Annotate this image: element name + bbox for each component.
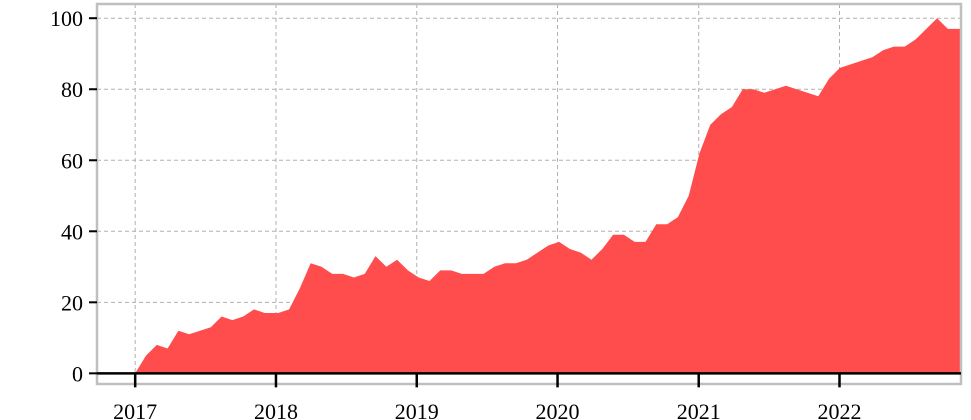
y-tick-label: 80 [61, 77, 83, 102]
axes [95, 2, 963, 386]
x-tick-label: 2019 [395, 399, 439, 420]
y-tick-label: 0 [72, 361, 83, 386]
plot-frame [95, 2, 963, 386]
x-tick-label: 2021 [677, 399, 721, 420]
x-axis-ticks: 2017 2018 2019 2020 2021 2022 [113, 373, 862, 420]
y-tick-label: 100 [50, 6, 83, 31]
x-tick-label: 2018 [254, 399, 298, 420]
area-series [135, 18, 961, 374]
x-tick-label: 2022 [818, 399, 862, 420]
y-tick-label: 60 [61, 148, 83, 173]
area-series-fill [135, 18, 961, 374]
y-tick-label: 40 [61, 219, 83, 244]
x-tick-label: 2020 [536, 399, 580, 420]
x-tick-label: 2017 [113, 399, 157, 420]
y-tick-label: 20 [61, 290, 83, 315]
y-axis-ticks: 0 20 40 60 80 100 [50, 6, 97, 386]
